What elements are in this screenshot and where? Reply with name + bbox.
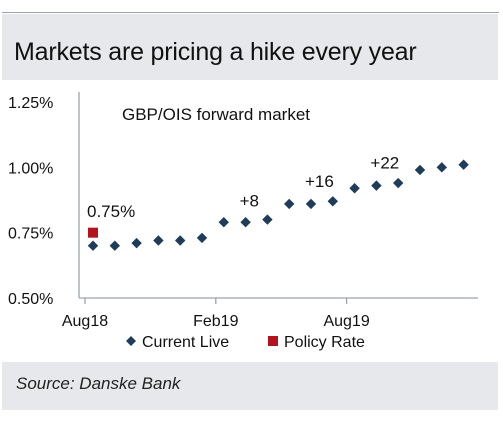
current-live-point [284,198,295,210]
current-live-point [327,196,338,207]
current-live-point [305,198,317,210]
current-live-point [371,180,382,191]
current-live-point [349,183,360,194]
y-tick-label: 1.00% [8,160,53,177]
chart-marks [87,159,469,251]
annotation-label: +8 [240,192,259,211]
chart-subtitle: GBP/OIS forward market [122,105,310,124]
current-live-point [262,214,273,225]
y-tick-label: 0.75% [8,226,53,243]
legend-current-live-label: Current Live [142,334,229,351]
page-title: Markets are pricing a hike every year [14,38,417,66]
current-live-point [131,237,142,249]
legend-policy-rate-label: Policy Rate [284,334,365,351]
y-tick-label: 0.50% [8,291,53,308]
x-tick-label: Aug18 [62,313,108,330]
source-note: Source: Danske Bank [16,374,181,393]
current-live-point [458,159,469,170]
current-live-point [218,217,229,228]
title-panel [2,14,498,80]
annotation-label: +22 [370,154,399,173]
current-live-point [109,240,120,251]
annotation-label: 0.75% [87,202,135,221]
legend-current-live-marker [126,336,136,346]
x-tick-label: Feb19 [193,313,238,330]
y-tick-label: 1.25% [8,95,53,112]
policy-rate-point [88,227,98,238]
current-live-point [393,177,404,189]
legend: Current Live Policy Rate [126,334,365,351]
chart-labels: GBP/OIS forward market 0.75% +8 +16 +22 [87,105,399,221]
axes: 1.25% 1.00% 0.75% 0.50% Aug18 Feb19 Aug19 [8,92,478,330]
current-live-point [175,235,186,246]
current-live-point [87,240,99,251]
current-live-point [414,164,426,176]
annotation-label: +16 [305,172,334,191]
current-live-point [153,235,164,246]
x-tick-label: Aug19 [323,313,369,330]
source-panel [2,362,498,410]
legend-policy-rate-marker [268,336,278,346]
current-live-point [436,162,447,173]
current-live-point [196,232,208,244]
current-live-point [240,217,251,228]
